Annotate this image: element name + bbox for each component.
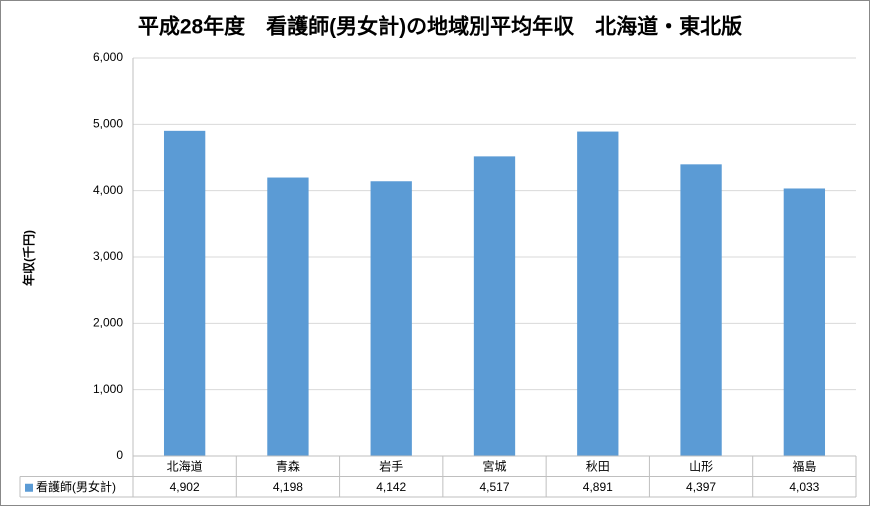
bar [577, 131, 619, 456]
bar [370, 181, 412, 457]
x-tick-label: 秋田 [586, 459, 610, 473]
x-tick-label: 青森 [276, 458, 300, 473]
y-tick-label: 2,000 [93, 316, 123, 330]
bar [267, 177, 309, 457]
y-tick-label: 6,000 [93, 50, 123, 64]
data-table-value: 4,902 [170, 480, 200, 494]
y-tick-label: 3,000 [93, 249, 123, 263]
data-table-value: 4,142 [376, 480, 406, 494]
y-axis-label: 年収(千円) [21, 230, 36, 286]
data-table-value: 4,033 [789, 480, 819, 494]
x-tick-label: 宮城 [482, 458, 506, 473]
bar [163, 130, 206, 457]
x-tick-label: 北海道 [167, 458, 203, 473]
y-tick-label: 1,000 [93, 382, 123, 396]
x-tick-label: 岩手 [379, 458, 403, 473]
x-tick-label: 福島 [792, 458, 816, 473]
legend-key [25, 483, 33, 492]
data-table-value: 4,397 [686, 480, 716, 494]
bar [783, 188, 826, 456]
bar [473, 156, 516, 457]
legend-label: 看護師(男女計) [36, 479, 116, 494]
x-tick-label: 山形 [689, 459, 713, 473]
chart-title: 平成28年度 看護師(男女計)の地域別平均年収 北海道・東北版 [138, 15, 742, 39]
y-tick-label: 0 [116, 448, 123, 462]
data-table-value: 4,198 [273, 480, 303, 494]
bar [680, 164, 722, 456]
y-tick-label: 4,000 [93, 183, 123, 197]
data-table-value: 4,891 [583, 480, 613, 494]
data-table-value: 4,517 [479, 480, 509, 494]
y-tick-label: 5,000 [93, 117, 123, 131]
